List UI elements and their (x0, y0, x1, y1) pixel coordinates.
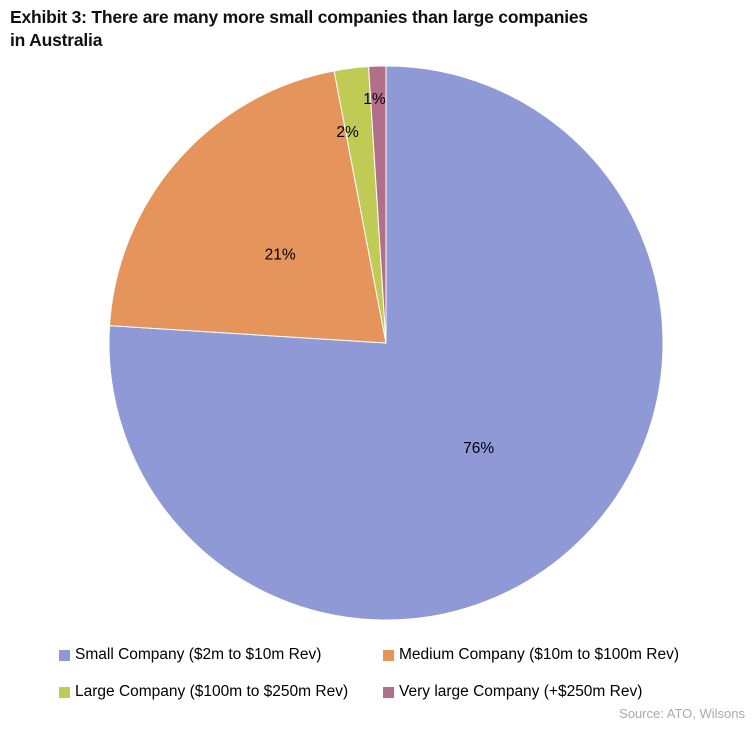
pie-slice-0 (108, 65, 664, 621)
legend-swatch-large-company-icon (59, 686, 70, 698)
exhibit-title-line1: Exhibit 3: There are many more small com… (10, 7, 588, 27)
legend-label-large-company: Large Company ($100m to $250m Rev) (75, 683, 349, 700)
legend-item-large-company: Large Company ($100m to $250m Rev) (59, 683, 348, 701)
pie-slice-1 (109, 70, 387, 344)
legend-label-very-large-company: Very large Company (+$250m Rev) (399, 683, 643, 700)
exhibit-title-line2: in Australia (10, 30, 103, 50)
legend-item-medium-company: Medium Company ($10m to $100m Rev) (383, 646, 679, 664)
legend-label-medium-company: Medium Company ($10m to $100m Rev) (399, 646, 679, 663)
pie-data-label-3: 1% (363, 91, 386, 108)
pie-data-label-0: 76% (463, 440, 494, 457)
legend-swatch-very-large-company-icon (383, 686, 394, 698)
pie-data-label-2: 2% (336, 124, 359, 141)
legend-item-very-large-company: Very large Company (+$250m Rev) (383, 683, 642, 701)
legend-label-small-company: Small Company ($2m to $10m Rev) (75, 646, 322, 663)
pie-slice-3 (368, 65, 387, 344)
legend-swatch-small-company-icon (59, 649, 70, 661)
pie-data-label-1: 21% (265, 246, 296, 263)
source-note: Source: ATO, Wilsons (619, 706, 745, 721)
exhibit-title: Exhibit 3: There are many more small com… (10, 6, 710, 52)
legend-swatch-medium-company-icon (383, 649, 394, 661)
legend-item-small-company: Small Company ($2m to $10m Rev) (59, 646, 321, 664)
